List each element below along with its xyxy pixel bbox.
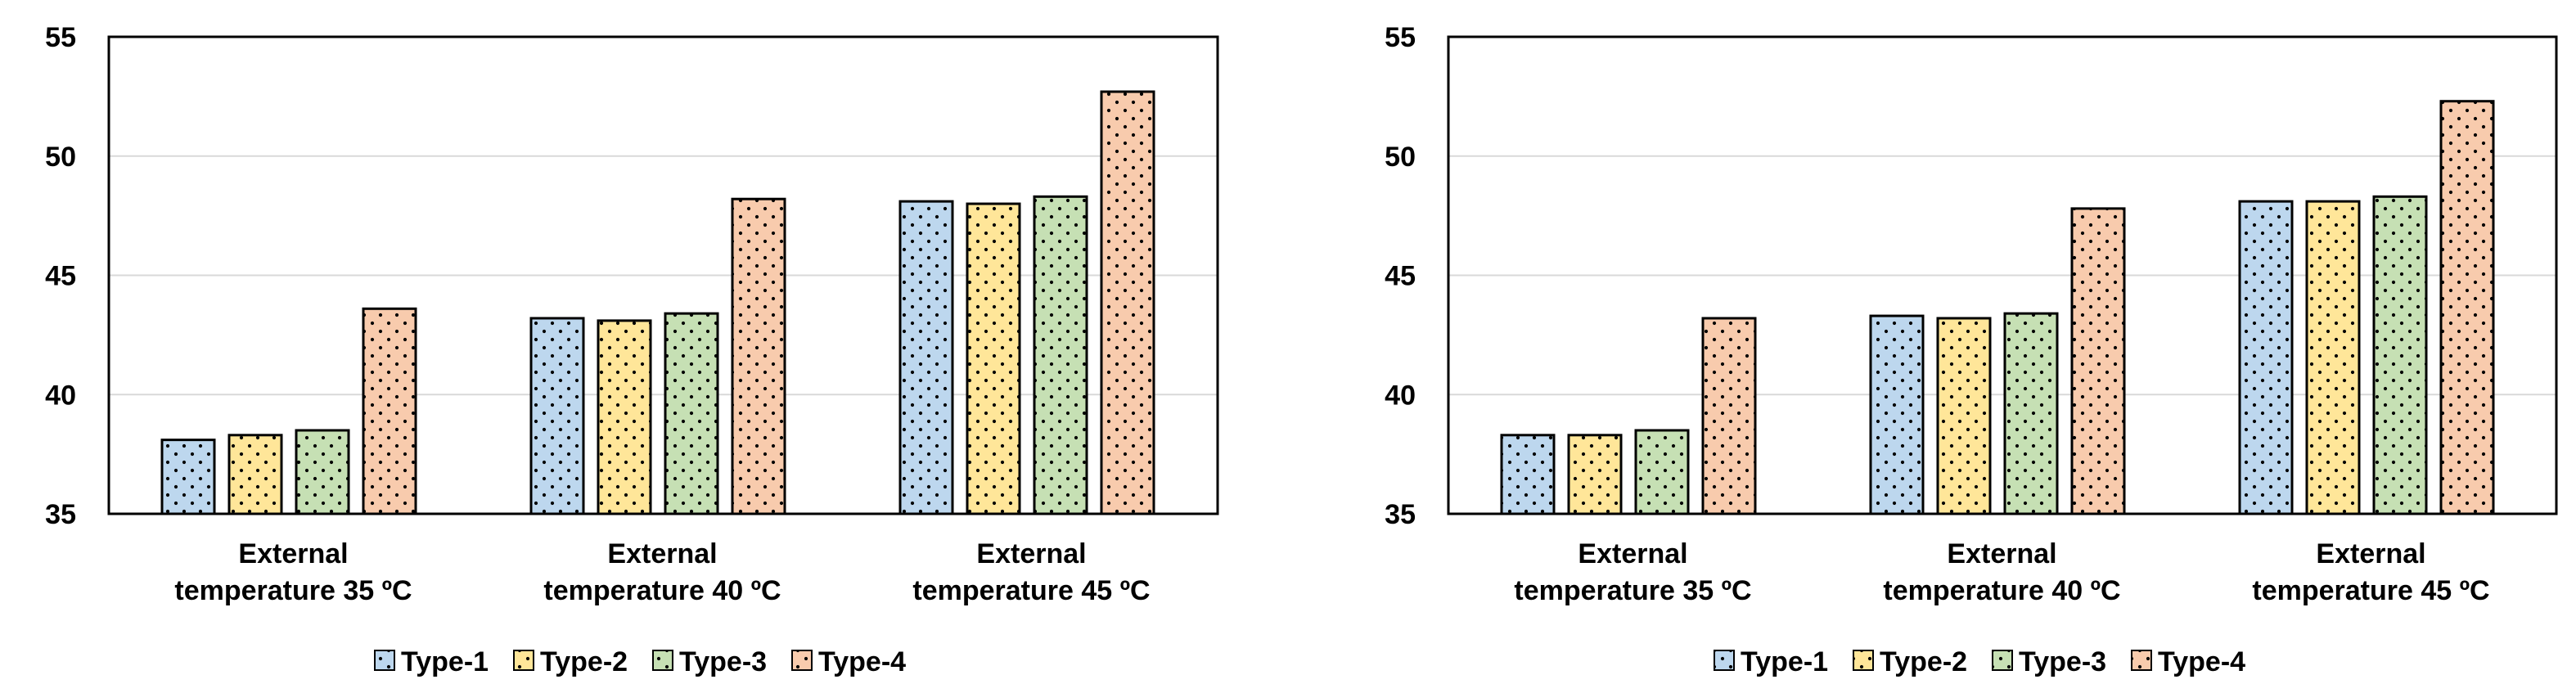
y-tick-label: 55 xyxy=(45,22,76,53)
legend-swatch-pattern xyxy=(2131,650,2152,671)
bar-pattern xyxy=(160,439,216,515)
x-tick-label-line: External xyxy=(976,538,1086,569)
x-tick-label-line: temperature 45 ºC xyxy=(912,575,1150,606)
bar-pattern xyxy=(1567,434,1623,515)
y-tick-label: 45 xyxy=(1385,261,1416,292)
bar-pattern xyxy=(1033,195,1088,515)
bar-pattern xyxy=(1500,434,1556,515)
x-tick-label: External temperature 45 ºC xyxy=(912,538,1150,606)
y-tick-label: 50 xyxy=(45,142,76,173)
bar-pattern xyxy=(664,312,719,515)
x-tick-label: External temperature 40 ºC xyxy=(1883,538,2120,606)
legend-label: Type-4 xyxy=(818,646,906,677)
x-tick-label-line: temperature 40 ºC xyxy=(1883,575,2120,606)
x-tick-label: External temperature 45 ºC xyxy=(2252,538,2489,606)
bar-pattern xyxy=(1936,317,1992,515)
bar-pattern xyxy=(2238,200,2294,515)
plot-area xyxy=(107,35,1219,515)
bar-pattern xyxy=(295,429,350,515)
y-tick-label: 40 xyxy=(45,380,76,411)
bar-pattern xyxy=(597,319,652,515)
bar-pattern xyxy=(2070,207,2126,515)
legend-swatch-pattern xyxy=(513,650,534,671)
bar-pattern xyxy=(2305,200,2361,515)
bar-pattern xyxy=(966,202,1021,515)
legend-label: Type-2 xyxy=(1880,646,1967,677)
bar-pattern xyxy=(1634,429,1690,515)
x-tick-label-line: temperature 35 ºC xyxy=(1514,575,1751,606)
legend-swatch-pattern xyxy=(652,650,673,671)
y-tick-label: 45 xyxy=(45,261,76,292)
x-tick-label-line: External xyxy=(607,538,717,569)
y-tick-label: 35 xyxy=(1385,499,1416,530)
legend-swatch-pattern xyxy=(1992,650,2013,671)
x-tick-label-line: External xyxy=(1947,538,2056,569)
legend-swatch-pattern xyxy=(1714,650,1735,671)
bar-pattern xyxy=(227,434,283,515)
x-tick-label-line: temperature 35 ºC xyxy=(174,575,412,606)
x-tick-label: External temperature 35 ºC xyxy=(174,538,412,606)
x-tick-label: External temperature 40 ºC xyxy=(543,538,781,606)
legend-swatch-pattern xyxy=(791,650,813,671)
legend-swatch-pattern xyxy=(374,650,395,671)
bar-pattern xyxy=(2003,312,2059,515)
legend-label: Type-1 xyxy=(1741,646,1828,677)
bar-pattern xyxy=(1869,314,1925,515)
bar-pattern xyxy=(1100,90,1155,515)
legend-label: Type-2 xyxy=(540,646,628,677)
bar-pattern xyxy=(362,307,417,515)
bar-pattern xyxy=(529,317,585,515)
plot-area xyxy=(1447,35,2558,515)
x-tick-label-line: temperature 45 ºC xyxy=(2252,575,2489,606)
x-tick-label-line: External xyxy=(2316,538,2425,569)
legend-label: Type-1 xyxy=(401,646,489,677)
y-tick-label: 50 xyxy=(1385,142,1416,173)
y-tick-label: 35 xyxy=(45,499,76,530)
bar-pattern xyxy=(898,200,954,515)
bar-pattern xyxy=(2439,100,2495,515)
bar-pattern xyxy=(731,197,786,515)
legend-swatch-pattern xyxy=(1853,650,1874,671)
bar-pattern xyxy=(2372,195,2428,515)
y-tick-label: 40 xyxy=(1385,380,1416,411)
x-tick-label-line: External xyxy=(1578,538,1687,569)
legend-label: Type-3 xyxy=(2019,646,2106,677)
legend-label: Type-4 xyxy=(2158,646,2245,677)
legend-label: Type-3 xyxy=(679,646,767,677)
x-tick-label-line: temperature 40 ºC xyxy=(543,575,781,606)
x-tick-label: External temperature 35 ºC xyxy=(1514,538,1751,606)
bar-pattern xyxy=(1701,317,1757,515)
x-tick-label-line: External xyxy=(238,538,348,569)
y-tick-label: 55 xyxy=(1385,22,1416,53)
